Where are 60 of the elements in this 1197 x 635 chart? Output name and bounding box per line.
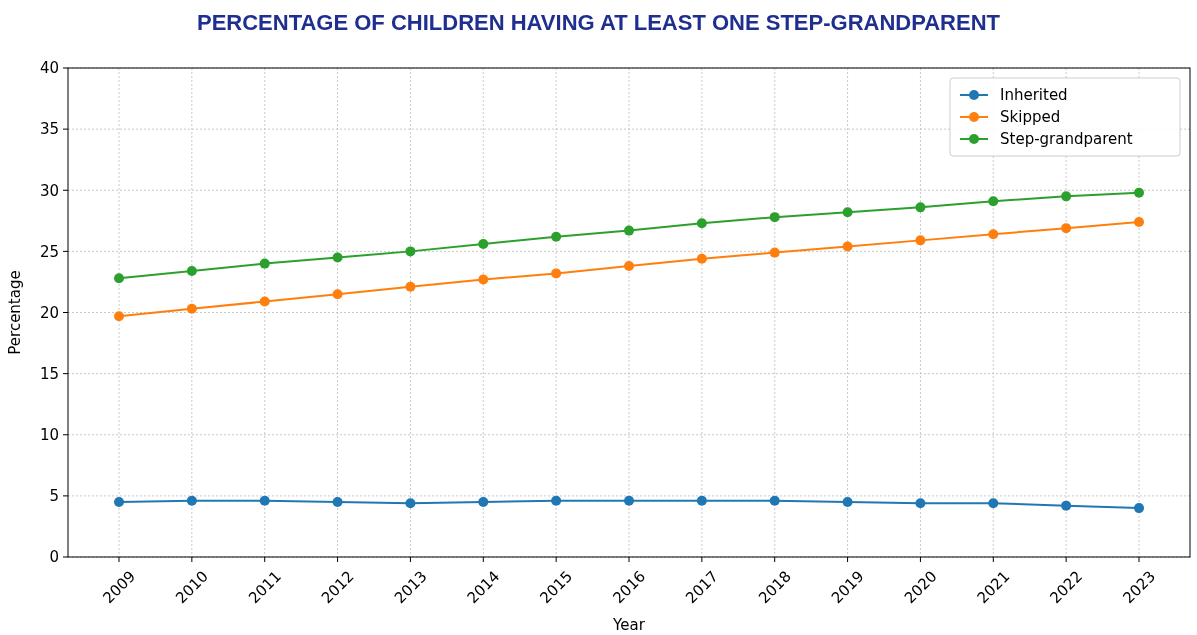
point: [696, 218, 707, 229]
point: [842, 496, 853, 507]
point: [696, 495, 707, 506]
y-tick-label: 5: [49, 487, 59, 506]
point: [186, 265, 197, 276]
y-tick-label: 15: [39, 364, 59, 383]
point: [478, 274, 489, 285]
point: [186, 303, 197, 314]
point: [915, 498, 926, 509]
point: [551, 231, 562, 242]
point: [1061, 191, 1072, 202]
point: [405, 281, 416, 292]
point: [332, 289, 343, 300]
point: [769, 495, 780, 506]
point: [405, 498, 416, 509]
chart-title: PERCENTAGE OF CHILDREN HAVING AT LEAST ONE STEP-GRANDPARENT: [196, 10, 1001, 35]
legend-label: Inherited: [1000, 86, 1068, 105]
x-axis-title: Year: [612, 616, 646, 634]
point: [114, 496, 124, 507]
point: [915, 235, 926, 246]
point: [186, 495, 197, 506]
y-tick-label: 10: [39, 426, 59, 444]
point: [478, 496, 489, 507]
point: [114, 311, 124, 322]
point: [769, 212, 780, 223]
point: [259, 296, 270, 307]
point: [114, 273, 124, 284]
point: [624, 261, 634, 272]
point: [478, 239, 489, 250]
point: [915, 202, 926, 213]
point: [1134, 503, 1144, 514]
point: [842, 207, 853, 218]
point: [696, 253, 707, 264]
point: [988, 229, 999, 240]
legend-label: Skipped: [1000, 108, 1061, 127]
point: [259, 495, 270, 506]
y-axis-title: Percentage: [6, 270, 24, 355]
point: [1134, 187, 1144, 198]
legend-label: Step-grandparent: [1000, 130, 1133, 149]
point: [842, 241, 853, 252]
point: [551, 495, 562, 506]
point: [551, 268, 562, 279]
y-tick-label: 40: [39, 59, 59, 78]
point: [1061, 223, 1072, 234]
point: [405, 246, 416, 257]
point: [624, 495, 634, 506]
y-tick-label: 35: [39, 120, 59, 139]
y-tick-label: 0: [49, 548, 59, 567]
point: [1134, 217, 1144, 228]
point: [259, 258, 270, 269]
y-tick-label: 20: [39, 303, 59, 322]
point: [769, 247, 780, 258]
point: [988, 196, 999, 207]
point: [624, 225, 634, 236]
point: [332, 496, 343, 507]
point: [332, 252, 343, 263]
point: [988, 498, 999, 509]
y-tick-label: 25: [39, 242, 59, 261]
point: [1061, 500, 1072, 511]
y-tick-label: 30: [39, 181, 59, 200]
